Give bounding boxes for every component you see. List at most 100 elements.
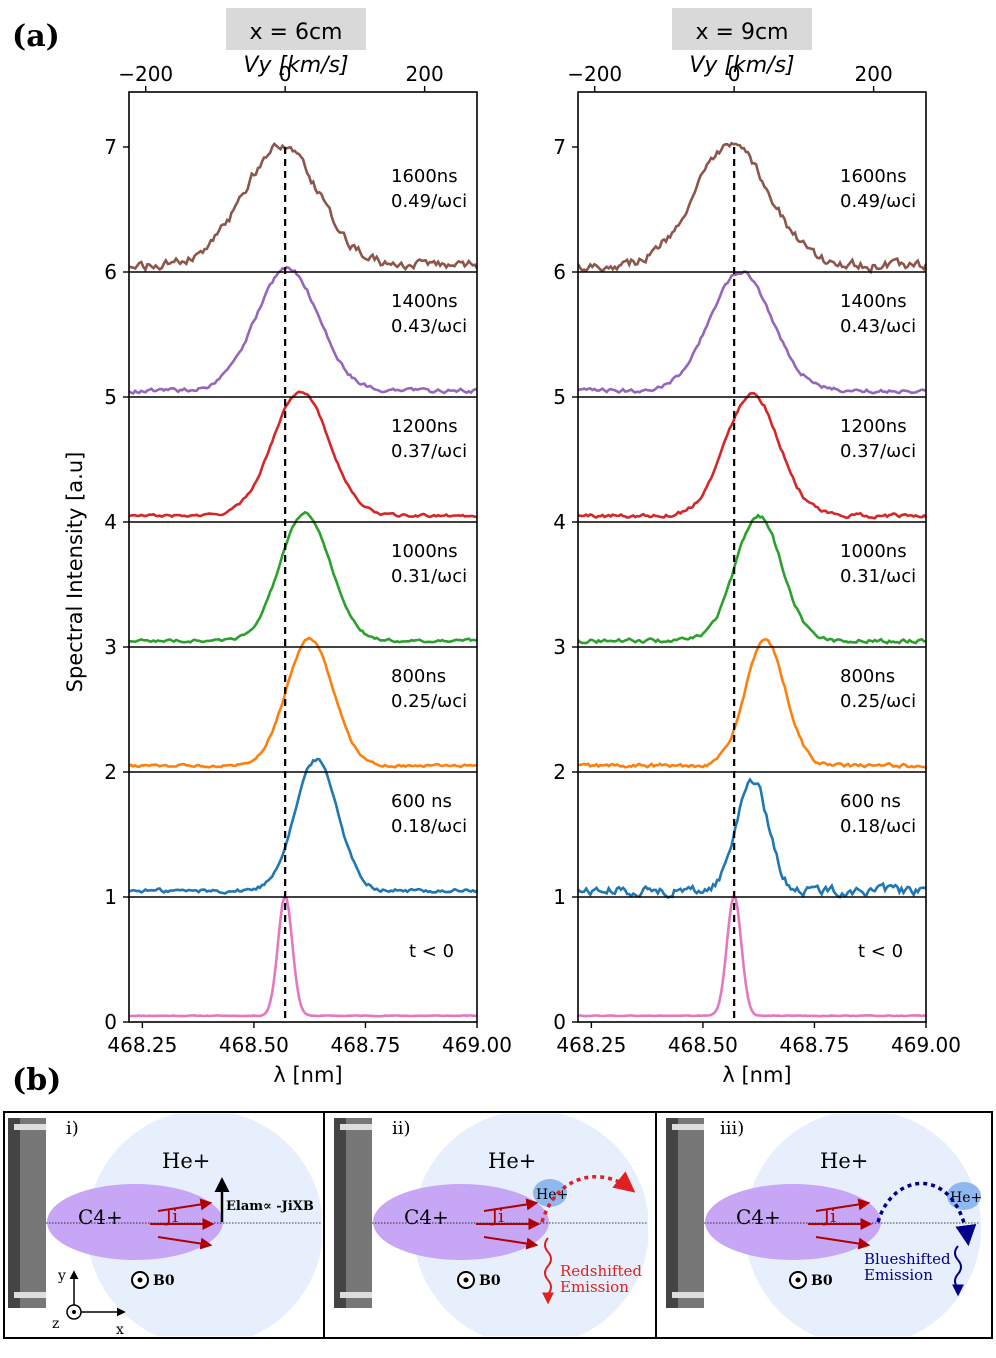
carbon-label: C4+	[78, 1205, 123, 1229]
series-omega-label: 0.49/ωci	[391, 191, 467, 212]
y-tick-label: 4	[553, 510, 566, 534]
mechanism-diagram: i) He+ C4+ Ji B0 Elam∝ -JiXB y x z ii) He+ C4+ Ji B0 H…	[3, 1111, 993, 1339]
current-arrow	[157, 1198, 213, 1212]
top-tick-label: −200	[567, 62, 622, 86]
series-time-label: 600 ns	[391, 791, 452, 812]
b-field-label: B0	[479, 1273, 501, 1289]
panel-roman-label: iii)	[720, 1118, 744, 1139]
y-tick-label: 0	[104, 1010, 117, 1034]
helium-label: He+	[162, 1149, 210, 1173]
blueshift-trajectory	[876, 1181, 977, 1247]
carbon-plasma	[705, 1184, 881, 1260]
diagram-panel-1: i) He+ C4+ Ji B0 Elam∝ -JiXB y x z	[8, 1114, 322, 1338]
top-axis-label: Vy [km/s]	[243, 53, 348, 78]
current-arrow	[483, 1236, 539, 1250]
top-tick-label: 200	[406, 62, 444, 86]
electric-field-label: Elam∝ -JiXB	[226, 1199, 314, 1214]
series-line-t1000	[578, 513, 926, 645]
target-highlight	[14, 1124, 46, 1130]
helium-ion	[947, 1182, 981, 1210]
emission-label: Emission	[560, 1278, 629, 1296]
target-highlight	[340, 1292, 372, 1298]
carbon-label: C4+	[404, 1205, 449, 1229]
helium-label: He+	[820, 1149, 868, 1173]
series-omega-label: 0.37/ωci	[391, 441, 467, 462]
x-axis-label: λ [nm]	[722, 1063, 791, 1087]
y-tick-label: 3	[553, 635, 566, 659]
helium-ion-label: He+	[536, 1187, 568, 1203]
y-tick-label: 7	[104, 135, 117, 159]
carbon-plasma	[373, 1184, 549, 1260]
top-tick-label: 200	[855, 62, 893, 86]
target-block-face	[20, 1118, 46, 1308]
series-omega-label: 0.31/ωci	[391, 566, 467, 587]
chart-x6cm: x = 6cm Vy [km/s] t < 0 600 ns 0.18/ωci 800ns…	[63, 8, 512, 1087]
series-time-label: 1000ns	[840, 541, 907, 562]
series-time-label: 1600ns	[391, 166, 458, 187]
plot-frame	[128, 91, 478, 1023]
target-block-face	[678, 1118, 704, 1308]
series-omega-label: 0.25/ωci	[391, 691, 467, 712]
current-label: Ji	[821, 1206, 836, 1227]
series-omega-label: 0.49/ωci	[840, 191, 916, 212]
x-tick-label: 468.50	[219, 1033, 289, 1057]
top-tick-label: 0	[279, 62, 292, 86]
current-arrow	[483, 1198, 539, 1212]
current-arrow	[157, 1236, 213, 1250]
x-tick-label: 468.75	[779, 1033, 849, 1057]
x-axis-letter: x	[116, 1322, 124, 1338]
series-time-label: 800ns	[840, 666, 895, 687]
b-field-dot	[795, 1277, 801, 1283]
series-time-label: 1400ns	[391, 291, 458, 312]
y-tick-label: 6	[104, 260, 117, 284]
emission-label: Redshifted	[560, 1262, 642, 1280]
current-label: Ji	[489, 1206, 504, 1227]
target-highlight	[672, 1124, 704, 1130]
b-field-label: B0	[811, 1273, 833, 1289]
series-omega-label: 0.37/ωci	[840, 441, 916, 462]
top-tick-label: 0	[728, 62, 741, 86]
target-highlight	[340, 1124, 372, 1130]
series-line-t1400	[578, 270, 926, 395]
panel-a-label: (a)	[12, 19, 60, 54]
top-tick-label: −200	[118, 62, 173, 86]
top-axis-label: Vy [km/s]	[689, 53, 794, 78]
z-axis-dot	[72, 1310, 76, 1314]
series-omega-label: 0.25/ωci	[840, 691, 916, 712]
series-line-t1200	[578, 391, 926, 520]
helium-ion	[533, 1179, 567, 1207]
series-time-label: 1200ns	[391, 416, 458, 437]
y-tick-label: 1	[104, 885, 117, 909]
series-line-t1600	[129, 141, 477, 273]
x-tick-label: 469.00	[442, 1033, 512, 1057]
series-line-t600	[129, 757, 477, 895]
y-tick-label: 5	[553, 385, 566, 409]
y-tick-label: 1	[553, 885, 566, 909]
blueshift-emission-wave	[952, 1245, 964, 1297]
series-omega-label: 0.43/ωci	[391, 316, 467, 337]
target-highlight	[672, 1292, 704, 1298]
series-line-t_neg	[129, 894, 477, 1018]
panel-b-label: (b)	[12, 1063, 61, 1098]
series-time-label: 1000ns	[391, 541, 458, 562]
redshift-emission-wave	[542, 1237, 554, 1305]
y-tick-label: 4	[104, 510, 117, 534]
series-time-label: 1200ns	[840, 416, 907, 437]
series-line-t800	[578, 638, 926, 770]
series-omega-label: 0.18/ωci	[391, 816, 467, 837]
current-label: Ji	[163, 1206, 178, 1227]
series-line-t_neg	[578, 893, 926, 1018]
x-axis-label: λ [nm]	[273, 1063, 342, 1087]
chart-x9cm: x = 9cm Vy [km/s] t < 0 600 ns 0.18/ωci 800ns…	[553, 8, 961, 1087]
series-line-t600	[578, 777, 926, 900]
emission-label: Blueshifted	[864, 1250, 951, 1268]
helium-label: He+	[488, 1149, 536, 1173]
series-time-label: t < 0	[409, 941, 454, 962]
y-axis-label: Spectral Intensity [a.u]	[63, 452, 87, 693]
b-field-label: B0	[153, 1273, 175, 1289]
x-tick-label: 469.00	[891, 1033, 961, 1057]
series-line-t1000	[129, 510, 477, 644]
series-time-label: 600 ns	[840, 791, 901, 812]
